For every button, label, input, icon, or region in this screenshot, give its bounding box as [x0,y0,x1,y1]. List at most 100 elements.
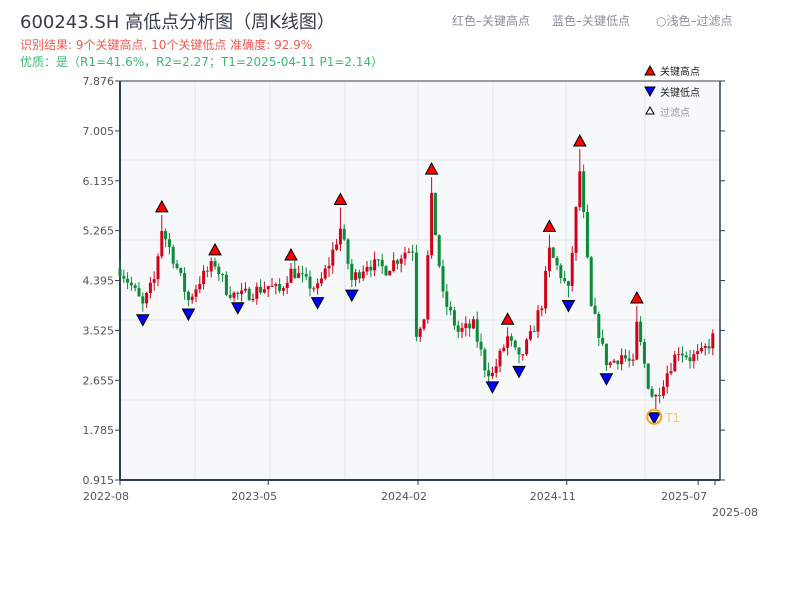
candle-body [274,284,278,286]
candle [338,207,342,252]
candle-body [289,268,293,283]
candle [388,270,392,276]
candle [270,277,274,287]
candle [262,281,266,294]
candle-body [205,270,209,272]
candle [532,325,536,333]
key-high-marker [424,162,439,175]
candle-body [190,296,194,301]
candle [179,267,183,277]
candle [297,265,301,279]
candle [616,359,620,370]
candle [365,261,369,276]
candle [278,278,282,294]
key-high-marker [629,290,644,304]
candle [228,286,232,300]
candle [331,242,335,274]
candle-body [300,273,304,275]
candle [122,269,126,284]
candle [547,234,551,278]
candle [209,257,213,278]
candle [680,346,684,363]
candle-body [380,259,384,267]
candle-body [167,239,171,247]
candle [696,344,700,361]
candle [164,228,168,248]
candle-body [502,347,506,351]
x-tick-label: 2022-08 [83,490,129,503]
candle [327,257,331,277]
candle [300,265,304,283]
candle-body [601,337,605,344]
candle-body [650,388,654,397]
candle-body [639,321,643,342]
candle [517,347,521,364]
candle-body [213,261,217,267]
candle-body [547,247,551,271]
candle [137,282,141,297]
candle [578,148,582,211]
candle-body [137,288,141,297]
candle-body [574,207,578,253]
quality-summary: 优质：是（R1=41.6%，R2=2.27；T1=2025-04-11 P1=2… [20,55,384,69]
candle-body [536,310,540,332]
candle [361,265,365,281]
candle-body [680,353,684,356]
candle-body [392,260,396,271]
candle [175,260,179,270]
candle-body [646,363,650,389]
candle [574,206,578,261]
candle [357,269,361,284]
candle [156,253,160,287]
candle-body [266,286,270,290]
candle [582,164,586,219]
candle-body [433,192,437,236]
candle [369,260,373,278]
candle-body [129,282,133,286]
candle [243,282,247,293]
candle [559,263,563,284]
candle-body [449,306,453,311]
y-tick-label: 3.525 [83,324,115,337]
key-high-marker [500,312,515,325]
candle [118,260,122,279]
candle-body [631,359,635,361]
candle [145,291,149,308]
candle [418,326,422,342]
candle-body [183,272,187,292]
candle [129,276,133,291]
candle-body [217,266,221,275]
candle [433,192,437,236]
candle [555,255,559,271]
key-low-marker [310,297,325,310]
candle [631,353,635,366]
candle-body [179,267,183,273]
candle [608,361,612,368]
candle-body [126,278,130,283]
candle-body [312,288,316,290]
candle-body [661,386,665,396]
candle-body [308,276,312,289]
candle [612,358,616,363]
candle [654,393,658,410]
candle-body [642,341,646,364]
candle [198,276,202,294]
candle [126,272,130,290]
candle [585,204,589,259]
candle-body [194,289,198,297]
candle-body [692,354,696,362]
candle-body [517,347,521,355]
candle-body [654,395,658,397]
candle-body [259,286,263,293]
candle-body [464,323,468,329]
candle [407,248,411,254]
candle [665,365,669,394]
candle [399,254,403,273]
candle-body [365,266,369,272]
candle-body [240,290,244,294]
candle-body [148,282,152,294]
candle-body [247,288,251,301]
candle [376,259,380,267]
